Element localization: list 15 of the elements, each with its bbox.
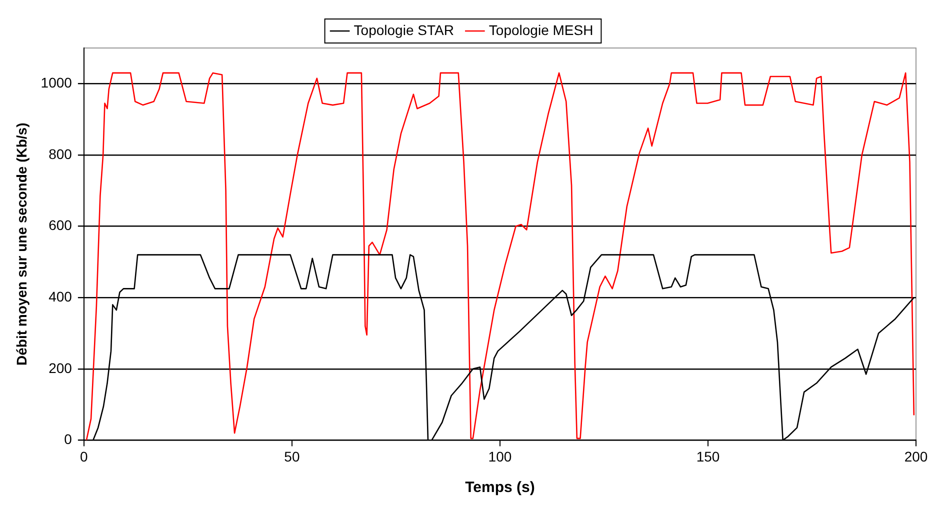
y-tick-label: 1000 (40, 74, 72, 91)
x-axis-title: Temps (s) (465, 479, 535, 496)
x-tick-label: 100 (488, 448, 512, 464)
y-tick-label: 800 (48, 146, 72, 162)
y-axis-title: Débit moyen sur une seconde (Kb/s) (13, 122, 30, 366)
legend-label: Topologie STAR (354, 22, 454, 38)
x-tick-label: 150 (696, 448, 720, 464)
x-tick-label: 0 (80, 448, 88, 464)
x-tick-label: 200 (904, 448, 928, 464)
x-tick-label: 50 (284, 448, 300, 464)
y-tick-label: 600 (48, 217, 72, 234)
y-tick-label: 200 (48, 360, 72, 376)
y-tick-label: 400 (48, 288, 72, 304)
y-tick-label: 0 (64, 431, 72, 448)
legend-label: Topologie MESH (488, 22, 594, 38)
